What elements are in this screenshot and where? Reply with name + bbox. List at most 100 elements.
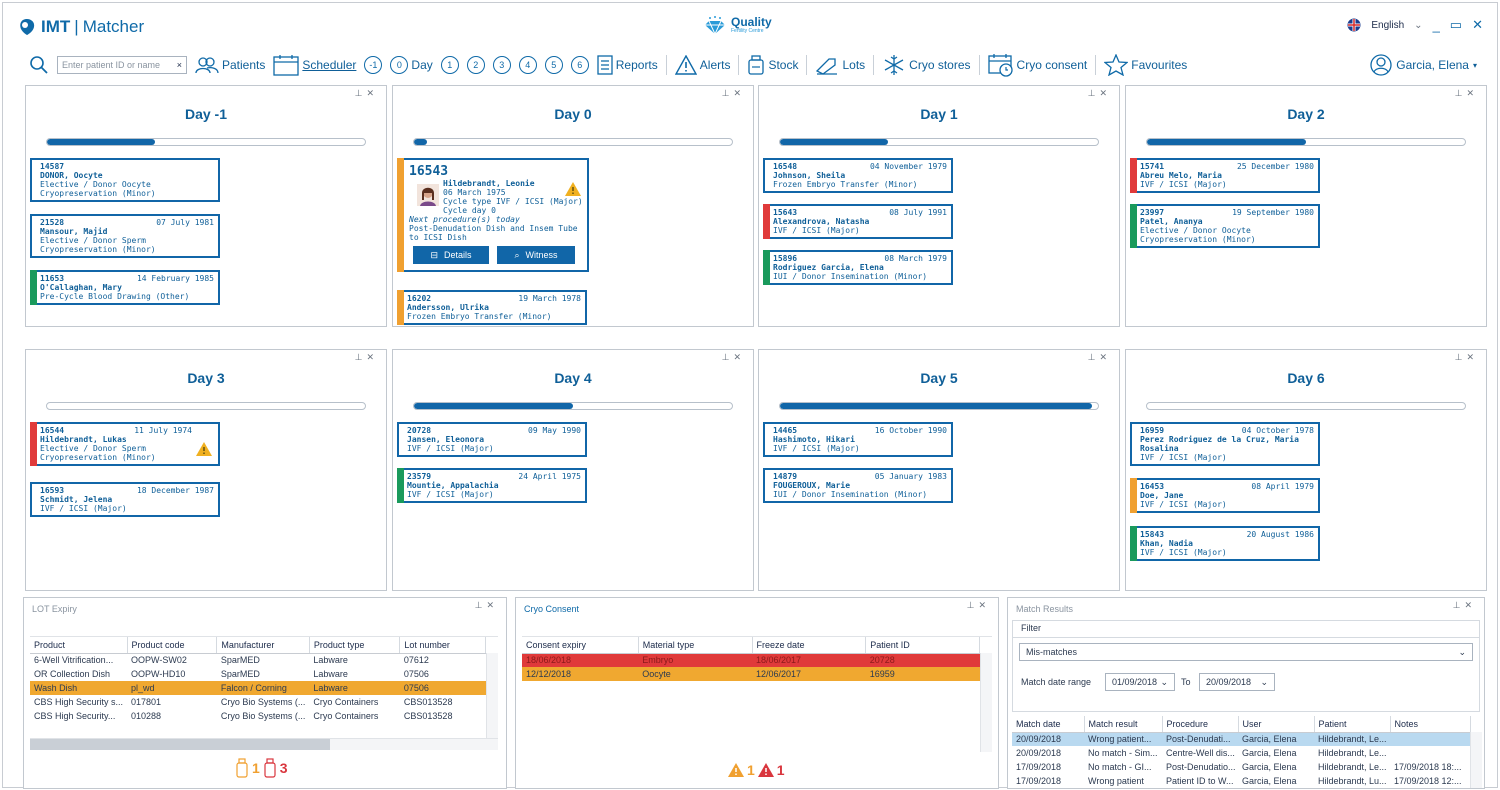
- patient-card[interactable]: 15741 25 December 1980 Abreu Melo, Maria …: [1130, 158, 1320, 193]
- patient-card[interactable]: 23579 24 April 1975 Mountie, Appalachia I…: [397, 468, 587, 503]
- cryo-stores-button[interactable]: Cryo stores: [882, 54, 971, 76]
- table-row[interactable]: Wash Dish pl_wd Falcon / Corning Labware 075…: [30, 681, 486, 695]
- patient-id: 23579: [407, 472, 432, 481]
- clear-search-icon[interactable]: ×: [176, 60, 182, 70]
- patient-id: 14879: [773, 472, 798, 481]
- column-header[interactable]: Freeze date: [752, 637, 867, 654]
- witness-button[interactable]: ⌕ Witness: [497, 246, 575, 264]
- column-header[interactable]: Match date: [1012, 716, 1085, 733]
- patient-card[interactable]: 14587 DONOR, Oocyte Elective / Donor Ooc…: [30, 158, 220, 202]
- day-0-button[interactable]: 0: [390, 56, 409, 74]
- panel-pin-close-icons[interactable]: ⊥✕: [721, 352, 745, 362]
- chevron-down-icon[interactable]: ⌄: [1414, 19, 1423, 31]
- day-2-button[interactable]: 2: [466, 56, 485, 74]
- patient-card[interactable]: 14879 05 January 1983 FOUGEROUX, Marie IU…: [763, 468, 953, 503]
- column-header[interactable]: Notes: [1390, 716, 1471, 733]
- table-row[interactable]: CBS High Security s... 017801 Cryo Bio Sys…: [30, 695, 486, 709]
- column-header[interactable]: Lot number: [399, 637, 486, 654]
- patient-card[interactable]: 15896 08 March 1979 Rodriguez Garcia, Ele…: [763, 250, 953, 285]
- patient-card[interactable]: 16202 19 March 1978 Andersson, Ulrika Fro…: [397, 290, 587, 325]
- day-1-button[interactable]: 1: [440, 56, 459, 74]
- table-row[interactable]: 6-Well Vitrification... OOPW-SW02 SparMED L…: [30, 653, 486, 667]
- column-header[interactable]: User: [1238, 716, 1315, 733]
- reports-button[interactable]: Reports: [597, 55, 658, 75]
- panel-pin-close-icons[interactable]: ⊥✕: [1454, 352, 1478, 362]
- patient-card[interactable]: 11653 14 February 1985 O'Callaghan, Mary …: [30, 270, 220, 305]
- panel-pin-close-icons[interactable]: ⊥✕: [354, 88, 378, 98]
- column-header[interactable]: Patient ID: [865, 637, 980, 654]
- table-row[interactable]: 20/09/2018 Wrong patient... Post-Denudati.…: [1012, 732, 1470, 746]
- column-header[interactable]: Manufacturer: [216, 637, 310, 654]
- patient-card[interactable]: 16593 18 December 1987 Schmidt, Jelena IV…: [30, 482, 220, 517]
- filter-select[interactable]: Mis-matches ⌄: [1019, 643, 1473, 661]
- table-row[interactable]: 18/06/2018 Embryo 18/06/2017 20728: [522, 653, 980, 667]
- day-5-button[interactable]: 5: [544, 56, 563, 74]
- match-results-vscroll[interactable]: [1470, 732, 1482, 788]
- panel-pin-close-icons[interactable]: ⊥✕: [1454, 88, 1478, 98]
- panel-pin-close-icons[interactable]: ⊥✕: [966, 600, 990, 610]
- column-header[interactable]: Match result: [1084, 716, 1163, 733]
- column-header[interactable]: Material type: [638, 637, 753, 654]
- restore-button[interactable]: ▭: [1449, 17, 1463, 32]
- minimize-button[interactable]: _: [1432, 17, 1440, 33]
- column-header[interactable]: Product code: [127, 637, 218, 654]
- patient-card[interactable]: 20728 09 May 1990 Jansen, Eleonora IVF / …: [397, 422, 587, 457]
- table-row[interactable]: 17/09/2018 Wrong patient Patient ID to W..…: [1012, 774, 1470, 788]
- column-header[interactable]: Patient: [1314, 716, 1391, 733]
- lot-expiry-vscroll[interactable]: [486, 653, 498, 738]
- stock-button[interactable]: Stock: [747, 55, 798, 75]
- scheduler-button[interactable]: Scheduler: [273, 54, 356, 76]
- patient-card[interactable]: 23997 19 September 1980 Patel, Ananya Ele…: [1130, 204, 1320, 248]
- lot-expiry-hscroll[interactable]: [30, 738, 498, 750]
- patient-card[interactable]: 16544 11 July 1974 Hildebrandt, Lukas Ele…: [30, 422, 220, 466]
- table-row[interactable]: CBS High Security... 010288 Cryo Bio Syste…: [30, 709, 486, 723]
- patient-card[interactable]: 21528 07 July 1981 Mansour, Majid Electiv…: [30, 214, 220, 258]
- table-row[interactable]: 20/09/2018 No match - Sim... Centre-Well d…: [1012, 746, 1470, 760]
- date-to-select[interactable]: 20/09/2018 ⌄: [1199, 673, 1275, 691]
- date-from-select[interactable]: 01/09/2018 ⌄: [1105, 673, 1175, 691]
- user-menu[interactable]: Garcia, Elena ▾: [1370, 54, 1477, 76]
- column-header[interactable]: Consent expiry: [522, 637, 639, 654]
- patient-card[interactable]: 16453 08 April 1979 Doe, Jane IVF / ICSI …: [1130, 478, 1320, 513]
- alerts-button[interactable]: Alerts: [674, 55, 730, 75]
- patient-card[interactable]: 14465 16 October 1990 Hashimoto, Hikari I…: [763, 422, 953, 457]
- panel-pin-close-icons[interactable]: ⊥✕: [354, 352, 378, 362]
- patient-id: 16453: [1140, 482, 1165, 491]
- day-4-button[interactable]: 4: [518, 56, 537, 74]
- table-cell: Oocyte: [642, 669, 671, 679]
- search-icon[interactable]: [29, 55, 49, 75]
- patient-card[interactable]: 16959 04 October 1978 Perez Rodriguez de …: [1130, 422, 1320, 466]
- patient-card[interactable]: 16548 04 November 1979 Johnson, Sheila Fr…: [763, 158, 953, 193]
- day-6-button[interactable]: 6: [570, 56, 589, 74]
- column-header[interactable]: Procedure: [1162, 716, 1239, 733]
- patient-card-expanded[interactable]: 16543 Hildebrandt, Leonie 06 March 1975 …: [397, 158, 589, 272]
- patient-card[interactable]: 15843 20 August 1986 Khan, Nadia IVF / IC…: [1130, 526, 1320, 561]
- cryo-consent-button[interactable]: Cryo consent: [987, 53, 1087, 77]
- column-header[interactable]: Product: [30, 637, 128, 654]
- details-button[interactable]: ⊟ Details: [413, 246, 489, 264]
- favourites-button[interactable]: Favourites: [1104, 54, 1187, 76]
- patients-button[interactable]: Patients: [195, 56, 265, 74]
- panel-pin-close-icons[interactable]: ⊥✕: [1087, 88, 1111, 98]
- patient-name: Hildebrandt, Lukas: [40, 435, 127, 444]
- procedure-line: Elective / Donor Sperm: [40, 444, 146, 453]
- panel-pin-close-icons[interactable]: ⊥✕: [474, 600, 498, 610]
- patient-card[interactable]: 15643 08 July 1991 Alexandrova, Natasha I…: [763, 204, 953, 239]
- table-row[interactable]: OR Collection Dish OOPW-HD10 SparMED Labwar…: [30, 667, 486, 681]
- day-progress-bar: [1146, 402, 1466, 410]
- table-cell: 07506: [403, 683, 429, 693]
- panel-pin-close-icons[interactable]: ⊥✕: [1452, 600, 1476, 610]
- patient-search-input[interactable]: Enter patient ID or name ×: [57, 56, 187, 74]
- table-row[interactable]: 17/09/2018 No match - GI... Post-Denudatio…: [1012, 760, 1470, 774]
- column-header[interactable]: Product type: [309, 637, 401, 654]
- day-minus1-button[interactable]: -1: [364, 56, 383, 74]
- table-row[interactable]: 12/12/2018 Oocyte 12/06/2017 16959: [522, 667, 980, 681]
- language-select[interactable]: English: [1371, 19, 1405, 31]
- close-window-button[interactable]: ✕: [1472, 17, 1483, 32]
- panel-pin-close-icons[interactable]: ⊥✕: [721, 88, 745, 98]
- day-3-button[interactable]: 3: [492, 56, 511, 74]
- cryo-consent-vscroll[interactable]: [980, 653, 992, 752]
- panel-pin-close-icons[interactable]: ⊥✕: [1087, 352, 1111, 362]
- cryo-consent-header-row: Consent expiry Material type Freeze date Pa…: [522, 637, 980, 654]
- lots-button[interactable]: Lots: [815, 55, 865, 75]
